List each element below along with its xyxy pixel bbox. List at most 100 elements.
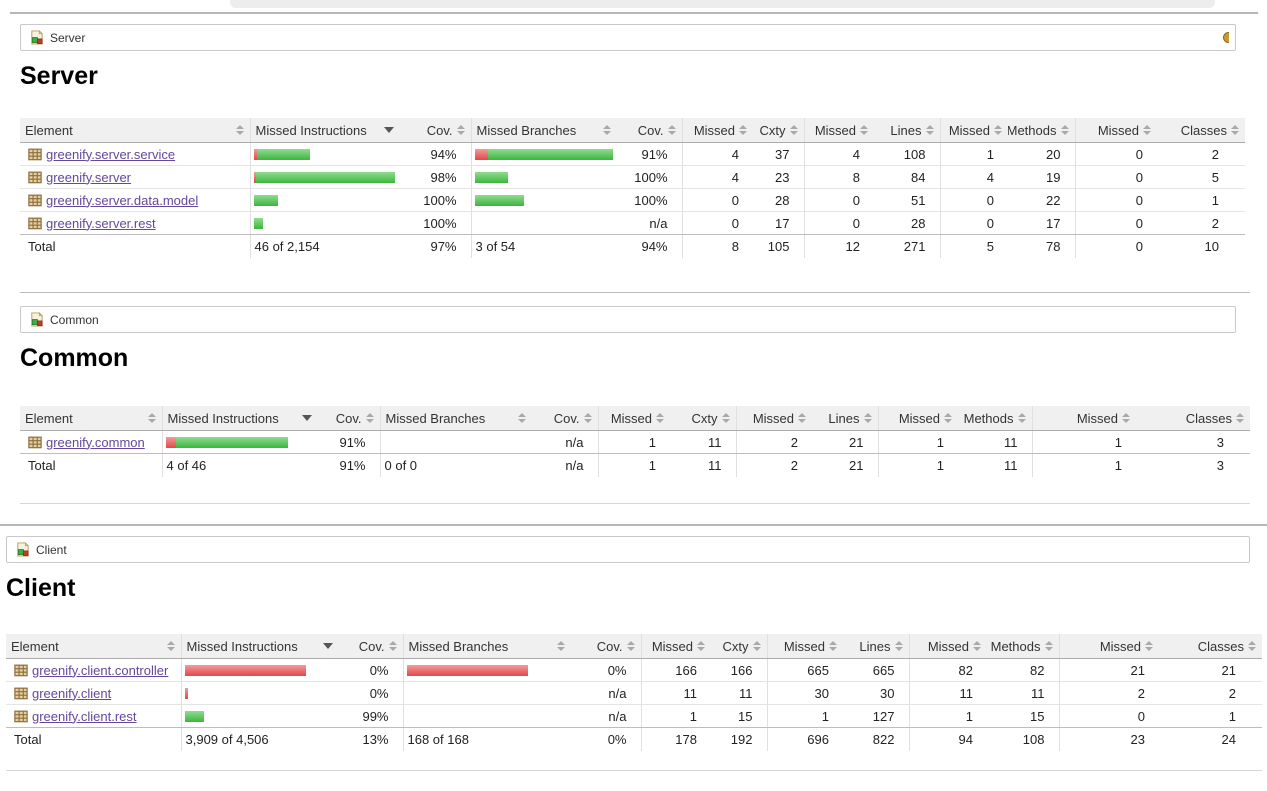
column-header-missed-instructions-1[interactable]: Missed Instructions: [161, 406, 318, 431]
package-icon: [14, 663, 28, 677]
column-header-element-0[interactable]: Element: [6, 634, 181, 659]
package-link[interactable]: greenify.client: [32, 685, 112, 701]
column-header-classes-12[interactable]: Classes: [1157, 118, 1245, 143]
top-divider: [10, 12, 1258, 14]
missed-instructions-cell: [180, 704, 339, 728]
metric-cell: 11: [640, 681, 711, 705]
column-header-lines-8[interactable]: Lines: [874, 118, 940, 143]
metric-cell: 11: [987, 681, 1059, 705]
column-header-missed-5[interactable]: Missed: [597, 406, 670, 431]
column-header-missed-branches-3[interactable]: Missed Branches: [379, 406, 532, 431]
package-link[interactable]: greenify.server: [46, 169, 132, 185]
column-header-missed-7[interactable]: Missed: [803, 118, 874, 143]
column-header-cov--2[interactable]: Cov.: [318, 406, 380, 431]
column-header-missed-11[interactable]: Missed: [1074, 118, 1157, 143]
sort-icon: [944, 413, 952, 423]
sort-icon: [697, 641, 705, 651]
column-header-cov--4[interactable]: Cov.: [617, 118, 682, 143]
column-header-missed-9[interactable]: Missed: [908, 634, 987, 659]
total-metric-cell: 0: [1074, 234, 1157, 258]
column-header-methods-10[interactable]: Methods: [987, 634, 1059, 659]
column-header-cov--2[interactable]: Cov.: [400, 118, 471, 143]
sort-icon: [925, 125, 934, 135]
instruction-coverage-cell: 100%: [400, 188, 471, 212]
metric-cell: 20: [1008, 142, 1075, 166]
coverage-bar: [184, 687, 340, 699]
column-header-cov--4[interactable]: Cov.: [532, 406, 598, 431]
breadcrumb-label: Server: [50, 30, 86, 45]
column-header-methods-10[interactable]: Methods: [1008, 118, 1075, 143]
package-link[interactable]: greenify.server.rest: [46, 215, 156, 231]
column-header-lines-8[interactable]: Lines: [843, 634, 909, 659]
breadcrumb-label: Common: [50, 312, 99, 327]
column-header-missed-11[interactable]: Missed: [1031, 406, 1136, 431]
column-header-missed-11[interactable]: Missed: [1058, 634, 1159, 659]
metric-cell: 4: [681, 142, 753, 166]
sessions-icon[interactable]: [1223, 32, 1229, 43]
column-header-cxty-6[interactable]: Cxty: [753, 118, 804, 143]
metric-cell: 1: [877, 430, 958, 454]
coverage-bar: [474, 148, 618, 160]
element-cell: greenify.server.data.model: [20, 188, 250, 212]
table-row: greenify.server.rest 100% n/a 0 17 0 28 0 17 0 2: [20, 211, 1245, 235]
missed-branches-cell: [402, 658, 571, 682]
column-header-cxty-6[interactable]: Cxty: [711, 634, 767, 659]
column-header-element-0[interactable]: Element: [20, 406, 162, 431]
column-header-missed-5[interactable]: Missed: [640, 634, 711, 659]
covered-bar-segment: [474, 171, 508, 183]
column-header-missed-instructions-1[interactable]: Missed Instructions: [249, 118, 400, 143]
package-icon: [14, 709, 28, 723]
column-header-methods-10[interactable]: Methods: [958, 406, 1032, 431]
page-title: Common: [20, 344, 129, 372]
column-header-missed-instructions-1[interactable]: Missed Instructions: [180, 634, 339, 659]
column-header-element-0[interactable]: Element: [20, 118, 250, 143]
instruction-coverage-cell: 94%: [400, 142, 471, 166]
metric-cell: 0: [803, 188, 874, 212]
column-header-missed-7[interactable]: Missed: [766, 634, 843, 659]
sort-icon: [752, 641, 761, 651]
column-header-cxty-6[interactable]: Cxty: [670, 406, 736, 431]
total-row: Total 4 of 46 91% 0 of 0 n/a 1 11 2 21 1 11 1 3: [20, 453, 1250, 477]
column-header-missed-branches-3[interactable]: Missed Branches: [470, 118, 617, 143]
common-end-divider: [20, 503, 1250, 504]
total-metric-cell: 11: [708, 458, 722, 473]
column-header-missed-9[interactable]: Missed: [877, 406, 958, 431]
sort-icon: [626, 641, 635, 651]
package-link[interactable]: greenify.server.service: [46, 146, 176, 162]
package-link[interactable]: greenify.client.controller: [32, 662, 169, 678]
header-row: Element Missed Instructions Cov. Missed Bra…: [20, 406, 1250, 431]
column-header-missed-branches-3[interactable]: Missed Branches: [402, 634, 571, 659]
column-header-cov--2[interactable]: Cov.: [339, 634, 403, 659]
column-header-classes-12[interactable]: Classes: [1136, 406, 1250, 431]
metric-cell: 17: [753, 211, 804, 235]
column-header-missed-5[interactable]: Missed: [681, 118, 753, 143]
column-header-classes-12[interactable]: Classes: [1159, 634, 1262, 659]
metric-cell: 51: [874, 188, 940, 212]
package-link[interactable]: greenify.common: [46, 434, 145, 450]
column-header-label: Missed: [610, 410, 652, 426]
column-header-missed-9[interactable]: Missed: [939, 118, 1008, 143]
branch-coverage-cell: n/a: [617, 211, 682, 235]
total-metric-cell: 822: [872, 732, 895, 747]
total-metric-cell: 1: [597, 453, 670, 477]
column-header-label: Missed: [948, 122, 990, 138]
column-header-label: Missed Branches: [385, 410, 486, 426]
sort-icon: [860, 125, 868, 135]
breadcrumb: Common: [20, 306, 1236, 333]
branch-coverage-cell: 100%: [617, 188, 682, 212]
package-link[interactable]: greenify.server.data.model: [46, 192, 199, 208]
package-link[interactable]: greenify.client.rest: [32, 708, 137, 724]
coverage-bar: [165, 436, 319, 448]
table-row: greenify.server.service 94% 91% 4 37 4 108 1 20 0…: [20, 142, 1245, 166]
report-group-icon: [29, 312, 44, 327]
column-header-label: Element: [25, 410, 73, 426]
column-header-missed-7[interactable]: Missed: [735, 406, 812, 431]
table-row: greenify.client 0% n/a 11 11 30 30 11 11 2 2: [6, 681, 1262, 705]
metric-cell: 0: [1074, 211, 1157, 235]
horizontal-scrollbar-thumb[interactable]: [230, 0, 1215, 8]
metric-cell: 0: [1074, 188, 1157, 212]
total-branch-coverage-cell: n/a: [565, 458, 584, 473]
column-header-lines-8[interactable]: Lines: [812, 406, 878, 431]
column-header-cov--4[interactable]: Cov.: [571, 634, 641, 659]
metric-cell: 17: [1008, 211, 1075, 235]
